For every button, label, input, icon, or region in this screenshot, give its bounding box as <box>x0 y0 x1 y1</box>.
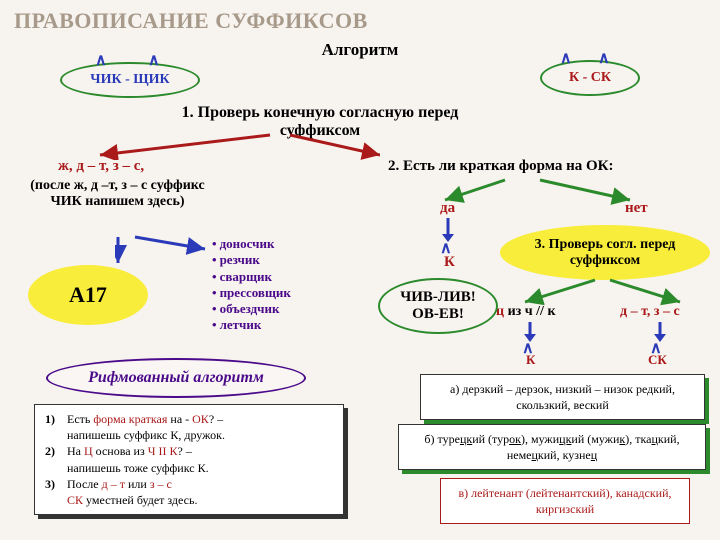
a17: А17 <box>28 265 148 325</box>
subtitle: Алгоритм <box>0 40 720 60</box>
step3: 3. Проверь согл. перед суффиксом <box>500 225 710 280</box>
algo-box: 1)Есть форма краткая на - ОК? –напишешь … <box>34 404 344 515</box>
step2: 2. Есть ли краткая форма на ОК: <box>388 158 614 175</box>
node-ksk: К - СК <box>540 60 640 96</box>
k2: К <box>526 352 535 368</box>
page-title: ПРАВОПИСАНИЕ СУФФИКСОВ <box>0 0 720 42</box>
node-chik: ЧИК - ЩИК <box>60 62 200 98</box>
k-node: К <box>444 254 455 271</box>
da: да <box>440 200 455 217</box>
chivliv: ЧИВ-ЛИВ!ОВ-ЕВ! <box>378 278 498 334</box>
rule1-line1: ж, д – т, з – с, <box>58 158 144 175</box>
caret: ∧ <box>148 50 160 70</box>
caret: ∧ <box>560 48 572 68</box>
net: нет <box>625 200 648 217</box>
box-a: а) дерзкий – дерзок, низкий – низок редк… <box>420 374 705 420</box>
dtzs: д – т, з – с <box>620 304 680 320</box>
step1: 1. Проверь конечную согласную перед суфф… <box>160 104 480 140</box>
examples: доносчик резчик сварщик прессовщик объез… <box>212 236 291 334</box>
sk: СК <box>648 352 667 368</box>
caret: ∧ <box>95 50 107 70</box>
caret: ∧ <box>598 48 610 68</box>
box-c: в) лейтенант (лейтенантский), канадский,… <box>440 478 690 524</box>
rif-title: Рифмованный алгоритм <box>46 358 306 398</box>
box-b: б) турецкий (турок), мужицкий (мужик), т… <box>398 424 706 470</box>
ts-iz-chk: ц ц из ч // киз ч // к <box>496 304 556 320</box>
rule1-line2: (после ж, д –т, з – с суффикс ЧИК напише… <box>20 178 215 210</box>
